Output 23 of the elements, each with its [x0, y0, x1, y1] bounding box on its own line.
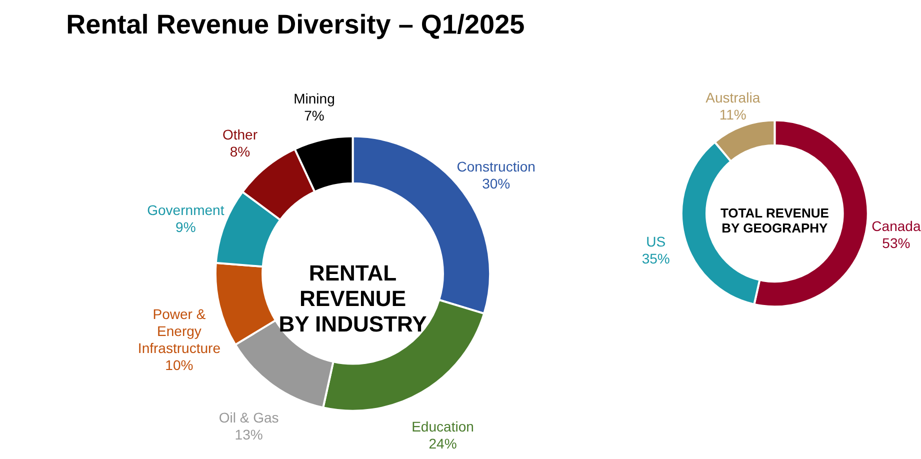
data-label: 7%	[304, 107, 324, 124]
slice-label: Mining	[294, 90, 335, 106]
data-label: 11%	[719, 106, 746, 123]
slice-label: Education	[412, 418, 474, 435]
text: RENTAL REVENUE BY INDUSTRY	[278, 260, 428, 336]
slice-label: Government	[147, 202, 224, 218]
slice-label: Oil & Gas	[218, 410, 279, 426]
data-label: 30%	[482, 175, 510, 192]
slice-label: Other	[222, 126, 258, 142]
data-label: 9%	[176, 219, 196, 236]
slice-label: Canada	[872, 218, 921, 234]
data-label: 53%	[882, 235, 910, 252]
data-label: 13%	[234, 426, 263, 443]
slice-label: Australia	[706, 90, 760, 106]
slice-label: US	[646, 233, 666, 250]
data-label: 10%	[165, 356, 194, 373]
data-label: 24%	[428, 436, 457, 452]
data-label: 35%	[642, 250, 670, 266]
slice-label: Construction	[456, 158, 536, 174]
slice-label: Power & Energy Infrastructure	[138, 306, 221, 356]
chart-title: Rental Revenue Diversity – Q1/2025	[66, 9, 525, 40]
text: TOTAL REVENUE BY GEOGRAPHY	[720, 205, 830, 236]
data-label: 8%	[230, 143, 250, 160]
